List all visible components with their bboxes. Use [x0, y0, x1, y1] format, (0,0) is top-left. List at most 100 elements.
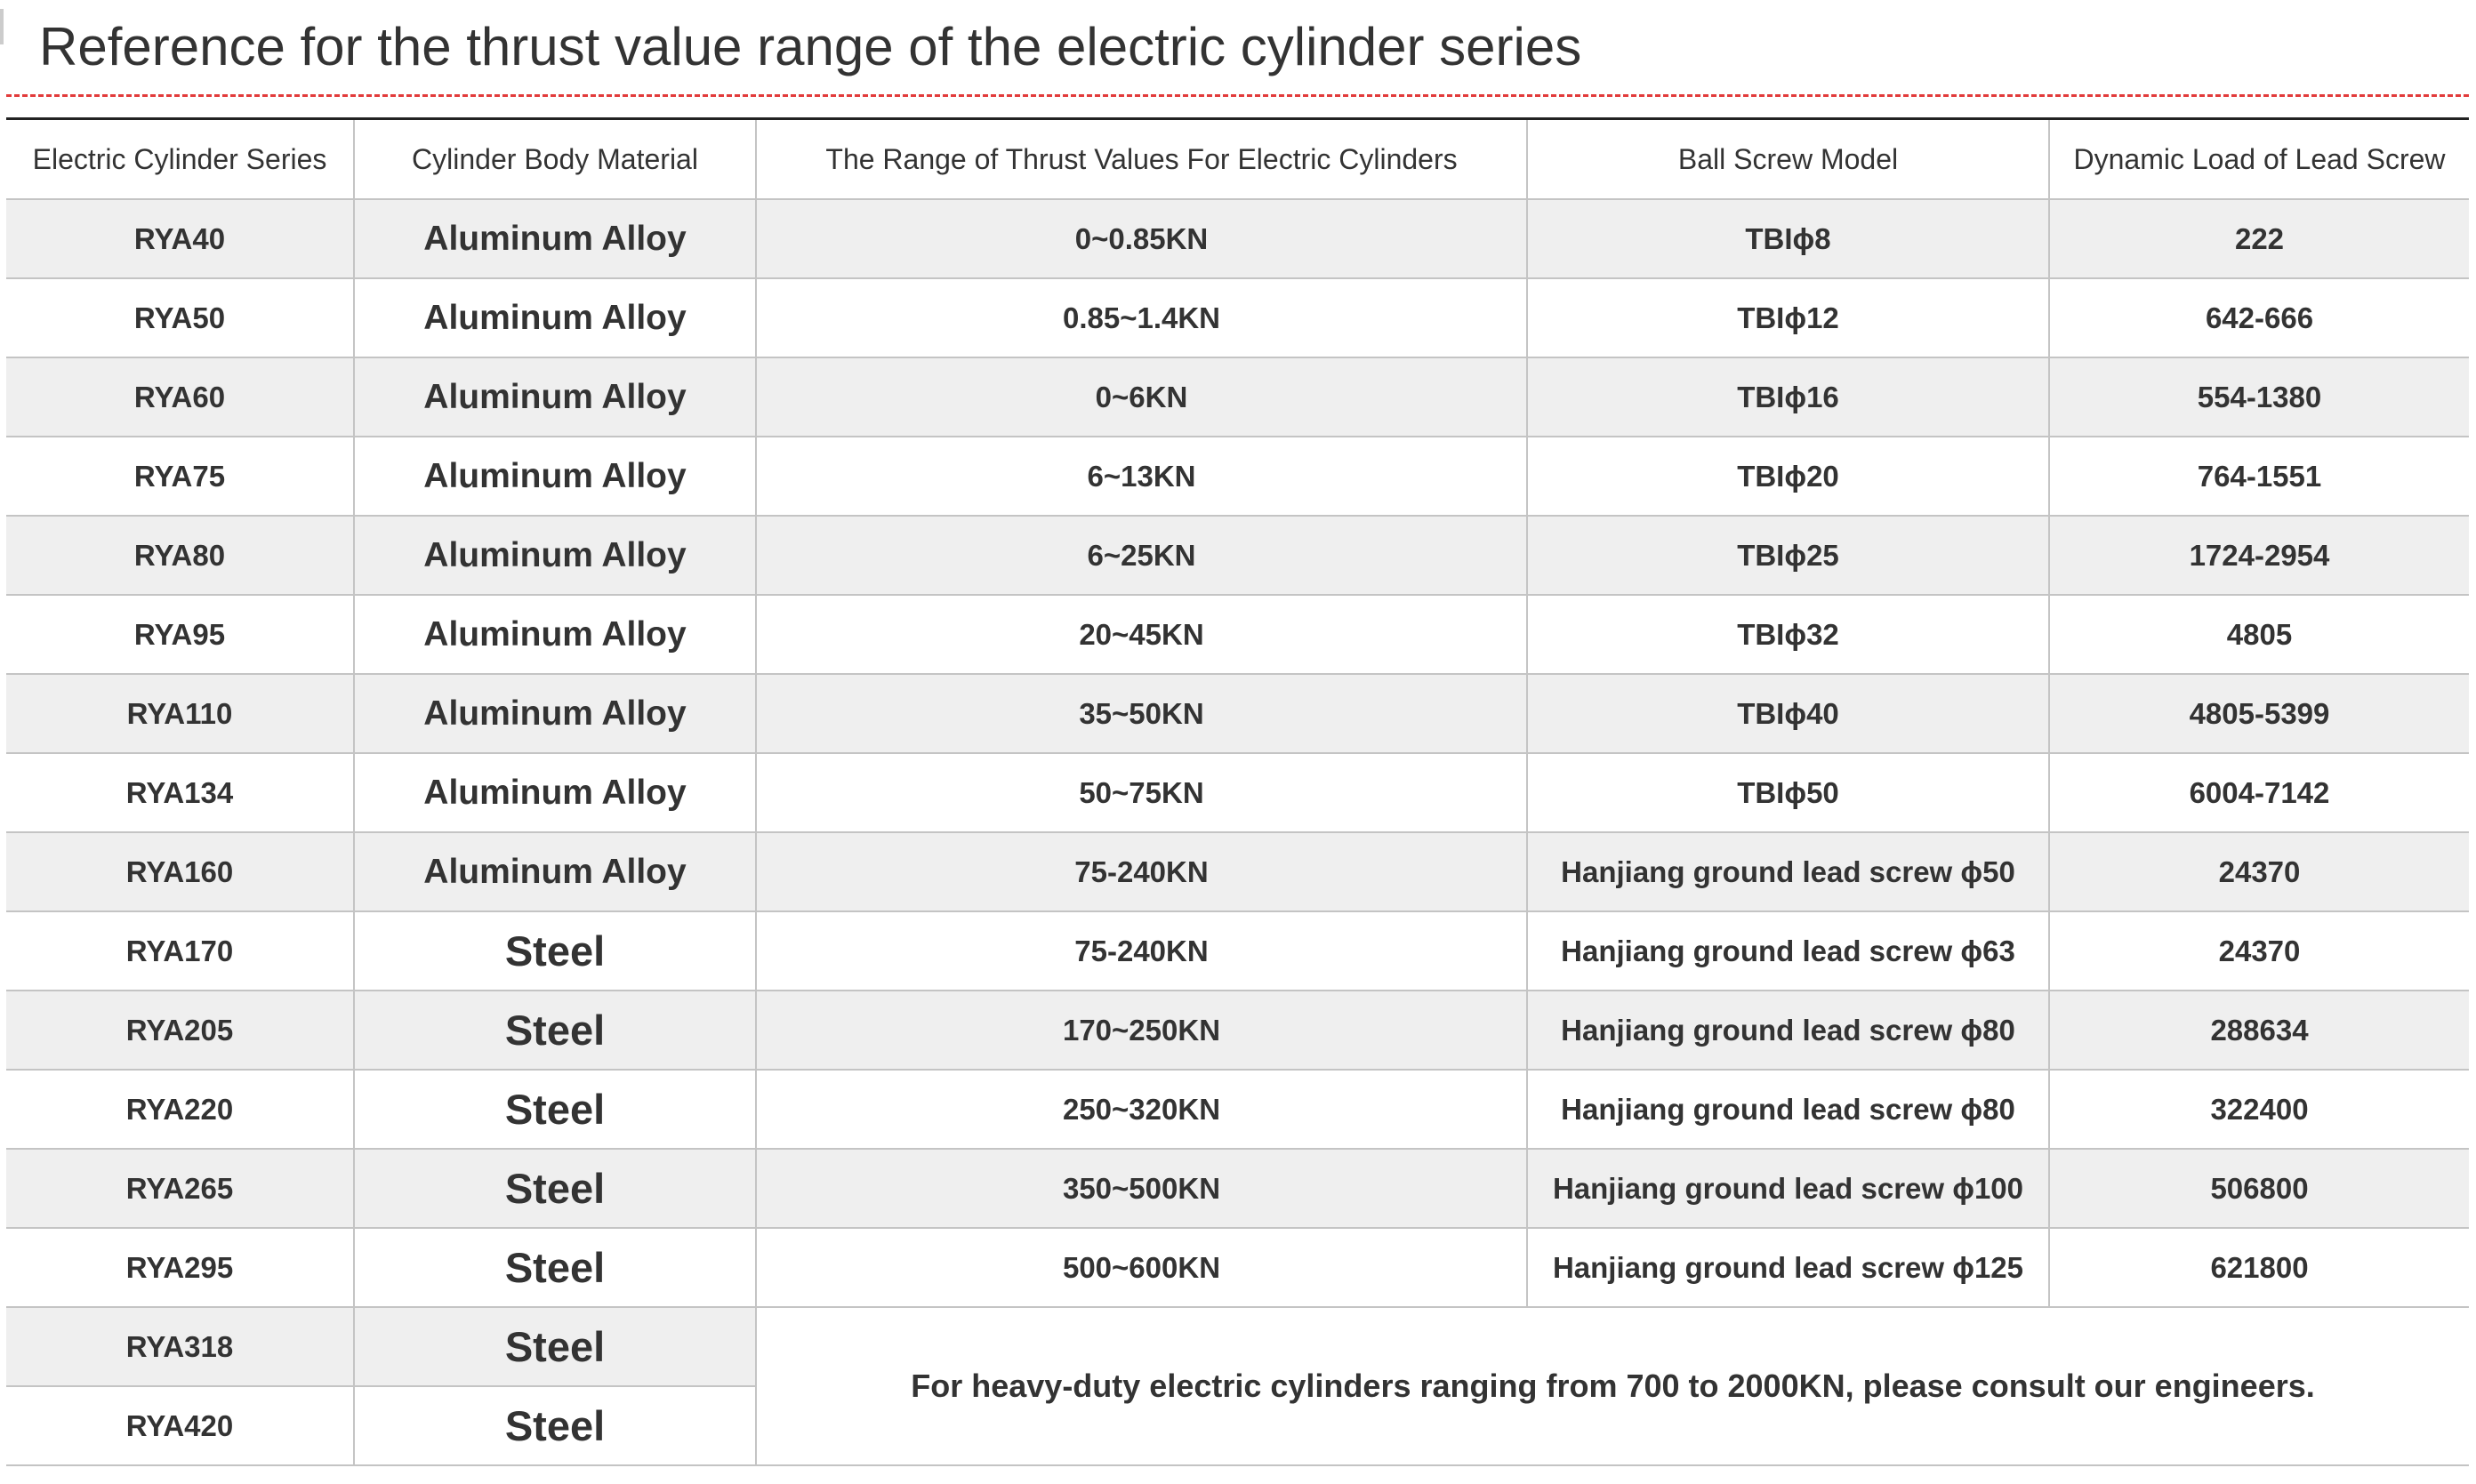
table-cell: Hanjiang ground lead screw ϕ80 — [1526, 1069, 2050, 1150]
table-row: RYA134 Aluminum Alloy 50~75KN TBIϕ50 6004-71… — [6, 752, 2469, 833]
table-row: RYA60 Aluminum Alloy 0~6KN TBIϕ16 554-1380 — [6, 357, 2469, 437]
table-row: RYA170 Steel 75-240KN Hanjiang ground lead … — [6, 910, 2469, 991]
table-row: RYA420 Steel — [6, 1385, 2469, 1466]
header-cell: Ball Screw Model — [1526, 118, 2050, 200]
dashed-divider — [6, 94, 2469, 97]
table-cell: Aluminum Alloy — [353, 831, 757, 912]
table-cell: TBIϕ25 — [1526, 515, 2050, 596]
table-cell: RYA170 — [6, 910, 355, 991]
table-cell: 170~250KN — [755, 990, 1528, 1071]
table-cell: RYA50 — [6, 277, 355, 358]
table-cell: 322400 — [2048, 1069, 2469, 1150]
table-cell: 6004-7142 — [2048, 752, 2469, 833]
table-cell: 4805-5399 — [2048, 673, 2469, 754]
table-cell: 0~0.85KN — [755, 198, 1528, 279]
table-cell: RYA265 — [6, 1148, 355, 1229]
table-cell: Steel — [353, 1148, 757, 1229]
table-cell: 500~600KN — [755, 1227, 1528, 1308]
table-cell: RYA160 — [6, 831, 355, 912]
table-cell: 506800 — [2048, 1148, 2469, 1229]
table-cell: 764-1551 — [2048, 436, 2469, 517]
table-cell: TBIϕ8 — [1526, 198, 2050, 279]
table-cell: 35~50KN — [755, 673, 1528, 754]
table-cell: Aluminum Alloy — [353, 436, 757, 517]
table-cell: 50~75KN — [755, 752, 1528, 833]
table-row: RYA80 Aluminum Alloy 6~25KN TBIϕ25 1724-2954 — [6, 515, 2469, 596]
table-cell: 6~13KN — [755, 436, 1528, 517]
table-cell: Aluminum Alloy — [353, 357, 757, 437]
header-cell: Cylinder Body Material — [353, 118, 757, 200]
header-cell: The Range of Thrust Values For Electric … — [755, 118, 1528, 200]
table-row: RYA205 Steel 170~250KN Hanjiang ground lead… — [6, 990, 2469, 1071]
table-row: RYA318 Steel For heavy-duty electric cylin… — [6, 1306, 2469, 1466]
table-cell: RYA295 — [6, 1227, 355, 1308]
table-cell: 554-1380 — [2048, 357, 2469, 437]
table-cell: Aluminum Alloy — [353, 752, 757, 833]
page-title: Reference for the thrust value range of … — [39, 17, 1582, 76]
table-cell: TBIϕ40 — [1526, 673, 2050, 754]
table-row: RYA295 Steel 500~600KN Hanjiang ground lead… — [6, 1227, 2469, 1308]
header-row: Electric Cylinder Series Cylinder Body Ma… — [6, 118, 2469, 200]
table-cell: RYA420 — [6, 1385, 355, 1466]
table-cell: Hanjiang ground lead screw ϕ80 — [1526, 990, 2050, 1071]
table-cell: Steel — [353, 910, 757, 991]
table-cell: RYA40 — [6, 198, 355, 279]
table-cell: Aluminum Alloy — [353, 594, 757, 675]
header-cell: Dynamic Load of Lead Screw — [2048, 118, 2469, 200]
table-cell: Aluminum Alloy — [353, 198, 757, 279]
table-cell: Steel — [353, 990, 757, 1071]
table-row: RYA265 Steel 350~500KN Hanjiang ground lead… — [6, 1148, 2469, 1229]
table-cell: TBIϕ20 — [1526, 436, 2050, 517]
table-cell: Aluminum Alloy — [353, 277, 757, 358]
table-cell: 642-666 — [2048, 277, 2469, 358]
table-cell: 0.85~1.4KN — [755, 277, 1528, 358]
table-cell: RYA80 — [6, 515, 355, 596]
table-cell: RYA205 — [6, 990, 355, 1071]
table-cell: 75-240KN — [755, 910, 1528, 991]
table-row: RYA220 Steel 250~320KN Hanjiang ground lead… — [6, 1069, 2469, 1150]
table-cell: 0~6KN — [755, 357, 1528, 437]
table-cell: 75-240KN — [755, 831, 1528, 912]
header-cell: Electric Cylinder Series — [6, 118, 355, 200]
table-cell: 288634 — [2048, 990, 2469, 1071]
table-cell: RYA318 — [6, 1306, 355, 1387]
table-cell: RYA220 — [6, 1069, 355, 1150]
note-cell: For heavy-duty electric cylinders rangin… — [755, 1306, 2469, 1466]
spec-table: Electric Cylinder Series Cylinder Body Ma… — [6, 117, 2469, 1466]
table-cell: 350~500KN — [755, 1148, 1528, 1229]
table-row: RYA110 Aluminum Alloy 35~50KN TBIϕ40 4805-53… — [6, 673, 2469, 754]
title-marker — [0, 9, 4, 44]
table-cell: Steel — [353, 1227, 757, 1308]
table-row: RYA40 Aluminum Alloy 0~0.85KN TBIϕ8 222 — [6, 198, 2469, 279]
table-cell: Hanjiang ground lead screw ϕ100 — [1526, 1148, 2050, 1229]
table-row: RYA75 Aluminum Alloy 6~13KN TBIϕ20 764-1551 — [6, 436, 2469, 517]
table-cell: RYA110 — [6, 673, 355, 754]
table-cell: TBIϕ12 — [1526, 277, 2050, 358]
table-cell: 24370 — [2048, 831, 2469, 912]
table-cell: Hanjiang ground lead screw ϕ125 — [1526, 1227, 2050, 1308]
table-cell: Steel — [353, 1385, 756, 1466]
table-cell: RYA134 — [6, 752, 355, 833]
table-cell: 20~45KN — [755, 594, 1528, 675]
table-cell: 250~320KN — [755, 1069, 1528, 1150]
table-cell: RYA60 — [6, 357, 355, 437]
table-row: RYA50 Aluminum Alloy 0.85~1.4KN TBIϕ12 642-6… — [6, 277, 2469, 358]
table-row: RYA160 Aluminum Alloy 75-240KN Hanjiang gro… — [6, 831, 2469, 912]
table-cell: Hanjiang ground lead screw ϕ50 — [1526, 831, 2050, 912]
table-cell: 621800 — [2048, 1227, 2469, 1308]
table-cell: 6~25KN — [755, 515, 1528, 596]
table-cell: TBIϕ32 — [1526, 594, 2050, 675]
table-row: RYA95 Aluminum Alloy 20~45KN TBIϕ32 4805 — [6, 594, 2469, 675]
table-cell: RYA75 — [6, 436, 355, 517]
table-cell: Steel — [353, 1069, 757, 1150]
table-cell: 4805 — [2048, 594, 2469, 675]
table-cell: TBIϕ50 — [1526, 752, 2050, 833]
table-cell: TBIϕ16 — [1526, 357, 2050, 437]
table-cell: 222 — [2048, 198, 2469, 279]
table-cell: 1724-2954 — [2048, 515, 2469, 596]
table-cell: Aluminum Alloy — [353, 673, 757, 754]
table-cell: RYA95 — [6, 594, 355, 675]
table-cell: 24370 — [2048, 910, 2469, 991]
table-cell: Hanjiang ground lead screw ϕ63 — [1526, 910, 2050, 991]
